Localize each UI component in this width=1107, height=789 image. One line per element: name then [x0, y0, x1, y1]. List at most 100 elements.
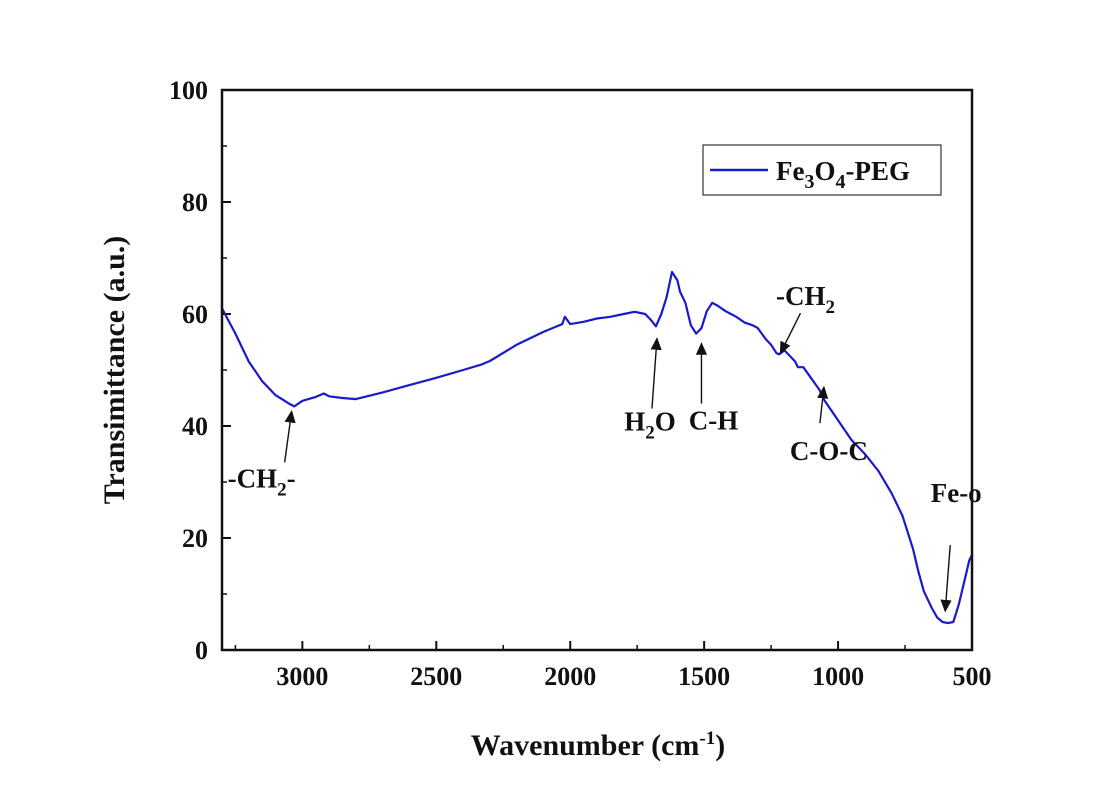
x-tick-label: 1500	[678, 662, 730, 691]
data-point	[328, 395, 330, 398]
data-point	[797, 366, 799, 369]
data-point	[301, 400, 304, 402]
data-point	[917, 570, 920, 573]
data-point	[890, 492, 893, 495]
data-point	[901, 514, 904, 517]
data-point	[323, 392, 325, 395]
data-point	[542, 331, 545, 333]
annotation-arrow	[817, 385, 829, 424]
data-point	[234, 332, 237, 335]
data-point	[293, 405, 296, 408]
data-point	[963, 582, 965, 584]
legend-label-part: Fe	[776, 156, 804, 186]
data-point	[261, 380, 264, 383]
x-tick-label: 3000	[276, 662, 328, 691]
data-point	[644, 313, 646, 315]
data-point	[489, 360, 491, 362]
data-point	[248, 360, 250, 363]
annotation-label-part: C-H	[689, 406, 739, 436]
data-point	[751, 324, 754, 327]
data-point	[481, 363, 483, 366]
annotation-arrow	[940, 545, 952, 613]
y-tick-label: 0	[195, 636, 208, 665]
annotation-label: H2O	[624, 407, 676, 444]
data-point	[864, 453, 866, 455]
annotation-arrow	[779, 312, 802, 355]
plot-area-border	[220, 88, 974, 652]
series-layer	[221, 270, 973, 625]
x-axis-title-close: )	[715, 729, 725, 762]
data-point	[912, 548, 914, 550]
data-point	[923, 590, 925, 592]
data-point	[850, 439, 853, 441]
annotation-arrow	[650, 337, 662, 409]
data-point	[810, 377, 813, 380]
data-point	[435, 377, 438, 379]
data-point	[665, 296, 668, 299]
data-point	[274, 394, 277, 397]
data-point	[561, 323, 563, 325]
x-axis-title-sup: -1	[699, 728, 715, 749]
annotation-label-part: -CH	[228, 463, 278, 493]
data-point	[582, 321, 585, 323]
annotation-label: -CH2-	[228, 463, 296, 500]
data-point	[947, 622, 949, 624]
data-point	[690, 324, 692, 327]
data-point	[936, 616, 938, 619]
data-point	[794, 360, 796, 363]
data-point	[818, 388, 821, 391]
data-point	[735, 316, 738, 318]
data-point	[765, 338, 767, 341]
data-point	[775, 352, 778, 355]
data-point	[941, 621, 944, 623]
x-tick-label: 2500	[410, 662, 462, 691]
y-tick-label: 20	[182, 524, 208, 553]
legend: Fe3O4-PEG	[702, 144, 942, 196]
x-tick-label: 1000	[812, 662, 864, 691]
annotation-label-sub: 2	[825, 297, 835, 318]
data-point	[676, 279, 679, 282]
data-point	[823, 400, 826, 402]
legend-label-part: -PEG	[846, 156, 911, 186]
data-point	[381, 391, 384, 394]
x-axis-title-main: Wavenumber (cm	[471, 729, 700, 762]
data-point	[952, 621, 955, 623]
annotation-label: Fe-o	[931, 478, 982, 508]
data-point	[341, 397, 344, 399]
series-line-fe3o4-peg	[221, 270, 973, 625]
data-point	[706, 310, 708, 313]
annotation-label-sub: 2	[277, 479, 287, 500]
data-point	[877, 470, 880, 472]
y-axis-title: Transimittance (a.u.)	[98, 236, 131, 505]
annotation-arrow	[283, 410, 296, 463]
data-point	[569, 323, 571, 325]
data-point	[957, 604, 960, 606]
data-point	[802, 366, 805, 369]
annotation-label-part: C-O-C	[790, 436, 868, 466]
legend-label-sub: 4	[836, 171, 846, 193]
data-point	[743, 321, 746, 324]
data-point	[408, 384, 411, 386]
data-point	[609, 316, 612, 318]
data-point	[695, 332, 697, 335]
data-point	[288, 402, 290, 405]
annotation-label: -CH2	[776, 281, 835, 318]
data-point	[700, 327, 703, 329]
data-point	[564, 316, 566, 318]
annotation-label-part: -CH	[776, 281, 826, 311]
y-tick-label: 40	[182, 412, 208, 441]
data-point	[789, 355, 791, 357]
data-point	[770, 344, 772, 346]
data-point	[355, 398, 357, 400]
data-point	[778, 353, 780, 356]
data-point	[671, 271, 673, 273]
ticks-layer: 3000 2500 2000 1500 1000 500 0 20 40 60 80 100	[169, 76, 992, 691]
data-point	[931, 607, 933, 609]
legend-label: Fe3O4-PEG	[776, 156, 910, 193]
data-point	[730, 313, 732, 315]
data-point	[596, 317, 598, 320]
data-point	[623, 313, 625, 315]
